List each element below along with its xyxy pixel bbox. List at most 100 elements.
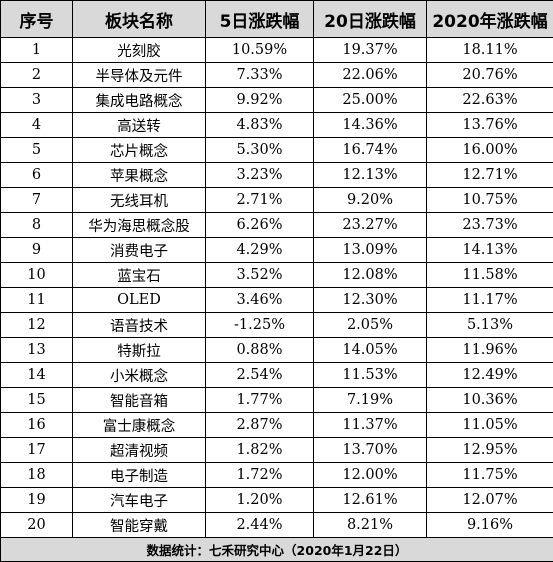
cell-20day-change: 9.20%: [313, 187, 427, 213]
cell-2020-change: 11.05%: [426, 412, 553, 438]
table-row: 19 汽车电子 1.20% 12.61% 12.07%: [0, 487, 553, 513]
cell-2020-change: 12.07%: [426, 487, 553, 513]
cell-sector-name: 小米概念: [72, 362, 206, 388]
cell-20day-change: 7.19%: [313, 387, 427, 413]
cell-index: 8: [0, 212, 73, 238]
cell-2020-change: 11.17%: [426, 287, 553, 313]
cell-2020-change: 16.00%: [426, 137, 553, 163]
cell-5day-change: 7.33%: [205, 62, 314, 88]
cell-2020-change: 9.16%: [426, 512, 553, 538]
cell-sector-name: 半导体及元件: [72, 62, 206, 88]
cell-2020-change: 12.95%: [426, 437, 553, 463]
table-row: 5 芯片概念 5.30% 16.74% 16.00%: [0, 137, 553, 163]
cell-index: 7: [0, 187, 73, 213]
table-row: 13 特斯拉 0.88% 14.05% 11.96%: [0, 337, 553, 363]
header-2020-change: 2020年涨跌幅: [426, 0, 553, 38]
cell-sector-name: 语音技术: [72, 312, 206, 338]
cell-20day-change: 16.74%: [313, 137, 427, 163]
table-row: 17 超清视频 1.82% 13.70% 12.95%: [0, 437, 553, 463]
cell-sector-name: 高送转: [72, 112, 206, 138]
cell-sector-name: 蓝宝石: [72, 262, 206, 288]
cell-20day-change: 11.53%: [313, 362, 427, 388]
table-row: 10 蓝宝石 3.52% 12.08% 11.58%: [0, 262, 553, 288]
cell-sector-name: 智能音箱: [72, 387, 206, 413]
cell-sector-name: OLED: [72, 287, 206, 313]
cell-5day-change: 4.83%: [205, 112, 314, 138]
cell-index: 4: [0, 112, 73, 138]
cell-5day-change: 2.44%: [205, 512, 314, 538]
cell-sector-name: 集成电路概念: [72, 87, 206, 113]
cell-5day-change: 5.30%: [205, 137, 314, 163]
cell-index: 19: [0, 487, 73, 513]
cell-20day-change: 19.37%: [313, 37, 427, 63]
cell-2020-change: 23.73%: [426, 212, 553, 238]
table-row: 15 智能音箱 1.77% 7.19% 10.36%: [0, 387, 553, 413]
table-row: 4 高送转 4.83% 14.36% 13.76%: [0, 112, 553, 138]
cell-5day-change: 4.29%: [205, 237, 314, 263]
cell-5day-change: 2.71%: [205, 187, 314, 213]
cell-index: 10: [0, 262, 73, 288]
table-row: 1 光刻胶 10.59% 19.37% 18.11%: [0, 37, 553, 63]
table-row: 8 华为海思概念股 6.26% 23.27% 23.73%: [0, 212, 553, 238]
cell-20day-change: 12.30%: [313, 287, 427, 313]
cell-5day-change: 3.23%: [205, 162, 314, 188]
cell-sector-name: 汽车电子: [72, 487, 206, 513]
cell-sector-name: 无线耳机: [72, 187, 206, 213]
cell-2020-change: 10.75%: [426, 187, 553, 213]
cell-5day-change: 10.59%: [205, 37, 314, 63]
cell-sector-name: 电子制造: [72, 462, 206, 488]
cell-5day-change: -1.25%: [205, 312, 314, 338]
table-row: 2 半导体及元件 7.33% 22.06% 20.76%: [0, 62, 553, 88]
header-20day-change: 20日涨跌幅: [313, 0, 427, 38]
cell-index: 17: [0, 437, 73, 463]
cell-20day-change: 12.00%: [313, 462, 427, 488]
cell-20day-change: 13.70%: [313, 437, 427, 463]
table-row: 18 电子制造 1.72% 12.00% 11.75%: [0, 462, 553, 488]
cell-index: 1: [0, 37, 73, 63]
header-row: 序号 板块名称 5日涨跌幅 20日涨跌幅 2020年涨跌幅: [0, 0, 553, 38]
cell-5day-change: 1.77%: [205, 387, 314, 413]
cell-2020-change: 12.71%: [426, 162, 553, 188]
cell-sector-name: 消费电子: [72, 237, 206, 263]
table-row: 11 OLED 3.46% 12.30% 11.17%: [0, 287, 553, 313]
cell-index: 3: [0, 87, 73, 113]
cell-5day-change: 3.46%: [205, 287, 314, 313]
cell-index: 6: [0, 162, 73, 188]
cell-20day-change: 14.36%: [313, 112, 427, 138]
footer-row: 数据统计：七禾研究中心（2020年1月22日）: [0, 537, 553, 562]
cell-index: 18: [0, 462, 73, 488]
cell-sector-name: 超清视频: [72, 437, 206, 463]
cell-2020-change: 20.76%: [426, 62, 553, 88]
cell-20day-change: 22.06%: [313, 62, 427, 88]
cell-index: 20: [0, 512, 73, 538]
header-index: 序号: [0, 0, 73, 38]
table-row: 20 智能穿戴 2.44% 8.21% 9.16%: [0, 512, 553, 538]
table-row: 9 消费电子 4.29% 13.09% 14.13%: [0, 237, 553, 263]
table-row: 12 语音技术 -1.25% 2.05% 5.13%: [0, 312, 553, 338]
cell-2020-change: 12.49%: [426, 362, 553, 388]
cell-20day-change: 8.21%: [313, 512, 427, 538]
cell-2020-change: 11.58%: [426, 262, 553, 288]
cell-sector-name: 华为海思概念股: [72, 212, 206, 238]
cell-index: 5: [0, 137, 73, 163]
cell-20day-change: 12.08%: [313, 262, 427, 288]
table-row: 3 集成电路概念 9.92% 25.00% 22.63%: [0, 87, 553, 113]
cell-20day-change: 14.05%: [313, 337, 427, 363]
cell-5day-change: 1.82%: [205, 437, 314, 463]
cell-20day-change: 11.37%: [313, 412, 427, 438]
cell-20day-change: 23.27%: [313, 212, 427, 238]
cell-5day-change: 1.72%: [205, 462, 314, 488]
table-row: 16 富士康概念 2.87% 11.37% 11.05%: [0, 412, 553, 438]
cell-2020-change: 11.75%: [426, 462, 553, 488]
cell-20day-change: 2.05%: [313, 312, 427, 338]
cell-20day-change: 13.09%: [313, 237, 427, 263]
cell-2020-change: 18.11%: [426, 37, 553, 63]
cell-2020-change: 11.96%: [426, 337, 553, 363]
cell-sector-name: 光刻胶: [72, 37, 206, 63]
cell-2020-change: 14.13%: [426, 237, 553, 263]
cell-index: 9: [0, 237, 73, 263]
cell-5day-change: 9.92%: [205, 87, 314, 113]
cell-index: 14: [0, 362, 73, 388]
table-row: 7 无线耳机 2.71% 9.20% 10.75%: [0, 187, 553, 213]
